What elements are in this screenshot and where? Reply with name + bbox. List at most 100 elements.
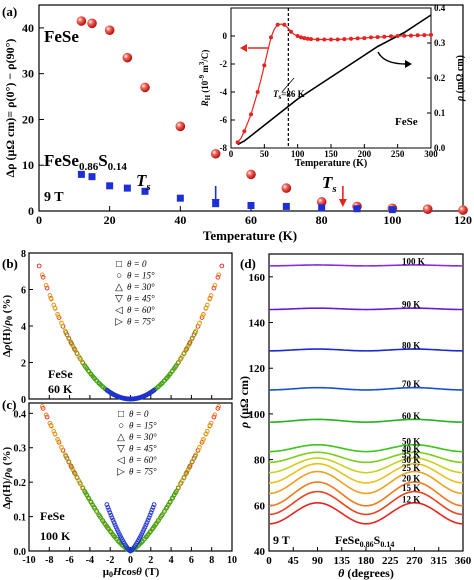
ts-arrow-head <box>338 199 347 207</box>
inset-rh-point <box>309 37 313 42</box>
c-mr-point <box>196 445 202 451</box>
a-xtick-label: 0 <box>36 213 42 227</box>
inset-ytick-left-label: -6 <box>220 115 228 125</box>
b-mr-point <box>187 341 192 346</box>
fese-point <box>316 197 327 207</box>
d-xtick-label: 0 <box>266 555 272 567</box>
d-curve-label: 15 K <box>402 483 420 493</box>
a-ytick-label: 20 <box>22 112 34 126</box>
d-curve <box>268 386 464 391</box>
c-xtick-label: 4 <box>169 555 174 566</box>
c-xtick-label: -2 <box>106 555 114 566</box>
c-mr-point <box>51 428 57 434</box>
panel-a-letter: (a) <box>2 4 17 19</box>
c-ytick-label: 0.2 <box>14 478 27 489</box>
c-mr-point <box>92 505 98 511</box>
b-mr-point <box>215 274 221 280</box>
panel-b-ylabel: Δρ(H)/ρ0 (%) <box>1 295 14 358</box>
panel-a-field-label: 9 T <box>44 190 64 205</box>
b-mr-point <box>181 351 187 356</box>
a-ytick-label: 40 <box>22 21 34 35</box>
fese-point <box>458 205 468 215</box>
fese-point <box>246 169 256 180</box>
c-mr-point <box>90 502 96 508</box>
c-mr-point <box>108 512 114 518</box>
b-mr-point <box>66 335 72 341</box>
d-xtick-label: 90 <box>312 555 324 567</box>
c-mr-point <box>59 445 65 451</box>
b-mr-point <box>59 321 65 326</box>
b-mr-point <box>40 274 46 280</box>
inset-ytick-left-label: -8 <box>220 143 228 153</box>
c-mr-point <box>148 510 154 515</box>
d-xtick-label: 180 <box>358 555 375 567</box>
inset-rh-point <box>295 34 300 38</box>
panel-a: (a) 0 20 40 60 80 100 120 0 10 20 30 40 Temperature… <box>2 3 472 243</box>
inset-ytick-left-label: -4 <box>220 87 228 97</box>
inset-xtick-label: 150 <box>324 149 338 159</box>
c-xtick-label: -10 <box>22 555 35 566</box>
c-mr-point <box>105 504 111 510</box>
fese-s-point <box>106 182 114 190</box>
inset-xtick-label: 50 <box>260 149 270 159</box>
b-mr-point <box>36 263 42 269</box>
a-xtick-label: 80 <box>316 213 328 227</box>
inset-sample-label: FeSe <box>395 116 418 128</box>
d-curve-label: 25 K <box>402 463 420 473</box>
b-legend-symbol: ▷ <box>115 317 123 328</box>
inset-xtick-label: 200 <box>358 149 372 159</box>
c-xtick-label: -4 <box>86 555 94 566</box>
fese-s-point <box>176 194 184 202</box>
b-legend-label: θ = 60° <box>127 305 155 315</box>
c-mr-point <box>212 412 218 418</box>
b-legend-symbol: ▽ <box>115 294 123 305</box>
inset-rh-point <box>335 37 340 42</box>
inset-rh-point <box>422 33 427 38</box>
b-mr-point <box>219 263 225 269</box>
d-curve-label: 50 K <box>402 436 420 446</box>
inset-arrow-right-shaft <box>377 51 407 65</box>
c-mr-point <box>203 431 209 436</box>
c-mr-point <box>171 492 177 498</box>
c-mr-point <box>142 524 148 530</box>
d-ytick-label: 60 <box>254 500 266 512</box>
ts-label-blue: Ts <box>136 171 151 193</box>
panel-b-marks <box>36 263 225 402</box>
b-legend-label: θ = 30° <box>127 282 155 292</box>
a-ytick-label: 0 <box>28 204 34 218</box>
inset-rh-point <box>322 37 327 42</box>
c-mr-point <box>167 499 173 505</box>
inset-ytick-right-label: 0.4 <box>434 3 446 13</box>
c-mr-point <box>69 464 74 470</box>
c-mr-point <box>106 507 112 513</box>
c-ytick-label: 0.1 <box>14 513 27 524</box>
ts-arrow-head <box>211 199 220 207</box>
fese-point <box>175 121 186 132</box>
fese-series-label: FeSe <box>44 27 79 46</box>
d-xtick-label: 135 <box>334 555 351 567</box>
b-mr-point <box>69 341 74 346</box>
c-mr-point <box>114 527 120 532</box>
fese-s-point <box>388 206 396 214</box>
inset-rh-point <box>329 37 333 42</box>
b-mr-point <box>150 388 156 394</box>
inset-rh-point <box>375 35 380 40</box>
inset-xtick-label: 0 <box>229 149 234 159</box>
panel-b-letter: (b) <box>2 256 18 271</box>
inset-ytick-right-label: 0.1 <box>434 108 446 118</box>
panel-d-marks: 100 K 90 K 80 K 70 K 60 K 50 K40 K35 K30 K25 … <box>268 256 464 525</box>
d-ytick-label: 140 <box>249 318 266 330</box>
b-mr-point <box>71 346 77 352</box>
c-legend-symbol: ▽ <box>117 444 125 455</box>
c-legend-label: θ = 60° <box>129 455 157 465</box>
b-legend-symbol: ◁ <box>115 305 123 316</box>
inset-rh-point <box>282 22 287 27</box>
d-curve <box>268 307 464 311</box>
panel-a-marks <box>76 16 468 215</box>
c-xtick-label: 10 <box>227 555 237 566</box>
c-mr-point <box>145 517 151 523</box>
inset-ylabel-left: RH (10-9 m3/C) <box>198 50 212 108</box>
c-mr-point <box>147 512 153 518</box>
panel-c-ylabel: Δρ(H)/ρ0 (%) <box>1 447 14 510</box>
